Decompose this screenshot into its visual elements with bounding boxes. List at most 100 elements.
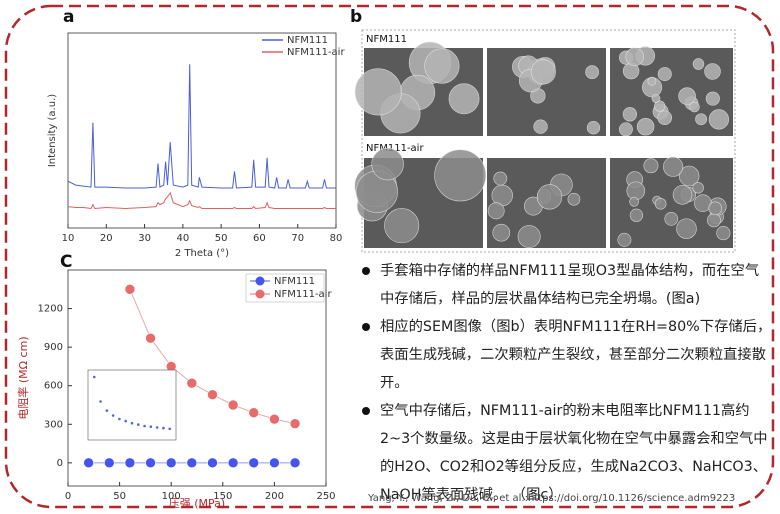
sem-particle: [708, 109, 729, 130]
data-point: [269, 413, 280, 425]
x-tick-label: 20: [100, 233, 113, 244]
legend-label: NFM111-air: [287, 47, 345, 58]
sem-particle: [617, 232, 632, 247]
y-tick-label: 1200: [38, 304, 63, 315]
x-tick-label: 10: [62, 233, 75, 244]
sem-particle: [492, 223, 511, 242]
bullet-list: 手套箱中存储的样品NFM111呈现O3型晶体结构，而在空气中存储后，样品的层状晶…: [362, 257, 772, 509]
sem-particle: [424, 48, 460, 84]
x-tick-label: 50: [113, 491, 126, 502]
bullet-dot: [362, 407, 370, 415]
x-tick-label: 150: [213, 491, 232, 502]
inset-frame: [87, 369, 177, 441]
legend-label: NFM111: [287, 35, 328, 46]
legend-marker: [255, 276, 265, 286]
inset-point: [136, 423, 140, 426]
bullet-dot: [362, 267, 370, 275]
sem-particle: [663, 156, 684, 177]
bullet-text: 相应的SEM图像（图b）表明NFM111在RH=80%下存储后，表面生成残碱，二…: [380, 319, 772, 391]
data-point: [227, 399, 239, 411]
inset-point: [118, 417, 121, 421]
x-axis-label: 压强 (MPa): [169, 497, 225, 510]
sem-particle: [585, 65, 599, 79]
sem-particle: [536, 184, 563, 210]
sem-particle: [672, 185, 693, 205]
y-tick-label: 0: [57, 458, 63, 469]
x-axis-label: 2 Theta (°): [175, 248, 229, 259]
data-point: [248, 407, 260, 419]
sem-particle: [487, 202, 505, 220]
data-line: [67, 64, 336, 189]
sem-particle: [517, 225, 541, 249]
bullet: 空气中存储后，NFM111-air的粉末电阻率比NFM111高约2~3个数量级。…: [362, 397, 772, 509]
sem-particle: [695, 113, 708, 126]
sem-particle: [622, 107, 638, 122]
inset-point: [105, 409, 109, 412]
data-line: [67, 191, 336, 210]
sem-particle: [657, 67, 672, 82]
sem-particle: [586, 121, 601, 135]
inset-point: [124, 419, 128, 423]
sem-particle: [705, 91, 720, 106]
legend-label: NFM111-air: [274, 289, 332, 300]
data-point: [289, 457, 301, 469]
sem-particle: [678, 165, 700, 187]
panel-label: a: [63, 7, 74, 27]
sem-particle: [448, 83, 480, 115]
x-tick-label: 70: [291, 233, 304, 244]
sem-particle: [371, 147, 404, 181]
sem-particle: [654, 100, 666, 112]
sem-particle: [567, 192, 581, 206]
sem-particle: [629, 197, 639, 207]
sem-row-label: NFM111-air: [366, 143, 424, 154]
inset-point: [92, 375, 96, 379]
data-point: [289, 418, 301, 429]
y-axis-label: 电阻率 (MΩ cm): [16, 336, 30, 419]
sem-particle: [704, 63, 721, 80]
data-point: [103, 457, 115, 469]
sem-particle: [636, 117, 655, 136]
sem-particle: [689, 101, 700, 113]
bullet-dot: [362, 323, 370, 331]
sem-particle: [657, 110, 672, 125]
sem-particle: [706, 213, 721, 228]
y-axis-label: Intensity (a.u.): [47, 94, 58, 167]
x-tick-label: 60: [253, 233, 266, 244]
sem-particle: [625, 47, 645, 67]
sem-row-label: NFM111: [366, 34, 407, 45]
y-tick-label: 900: [44, 342, 63, 353]
sem-particle: [643, 158, 659, 174]
data-point: [269, 457, 280, 469]
data-point: [248, 457, 260, 469]
sem-particle: [654, 197, 667, 210]
sem-particle: [678, 87, 696, 105]
inset-point: [143, 424, 146, 428]
x-tick-label: 100: [162, 491, 181, 502]
x-tick-label: 200: [265, 491, 284, 502]
inset-point: [111, 414, 115, 417]
inset-point: [130, 421, 134, 425]
sem-particle: [354, 68, 402, 116]
plot-frame: [67, 269, 327, 487]
data-point: [186, 457, 198, 469]
x-tick-label: 80: [330, 233, 343, 244]
sem-particle: [716, 226, 731, 241]
inset-point: [155, 426, 159, 429]
sem-particle: [651, 94, 661, 103]
x-tick-label: 50: [215, 233, 228, 244]
sem-particle: [384, 208, 420, 244]
legend-marker: [255, 289, 265, 299]
bullet: 手套箱中存储的样品NFM111呈现O3型晶体结构，而在空气中存储后，样品的层状晶…: [362, 257, 772, 313]
data-point: [83, 457, 94, 469]
inset-point: [149, 425, 153, 429]
x-tick-label: 0: [65, 491, 71, 502]
sem-particle: [533, 119, 548, 134]
sem-particle: [618, 122, 633, 137]
inset-point: [99, 400, 102, 403]
data-point: [207, 389, 218, 401]
sem-particle: [629, 208, 644, 222]
inset-point: [162, 426, 165, 430]
sem-frame: [361, 29, 736, 253]
